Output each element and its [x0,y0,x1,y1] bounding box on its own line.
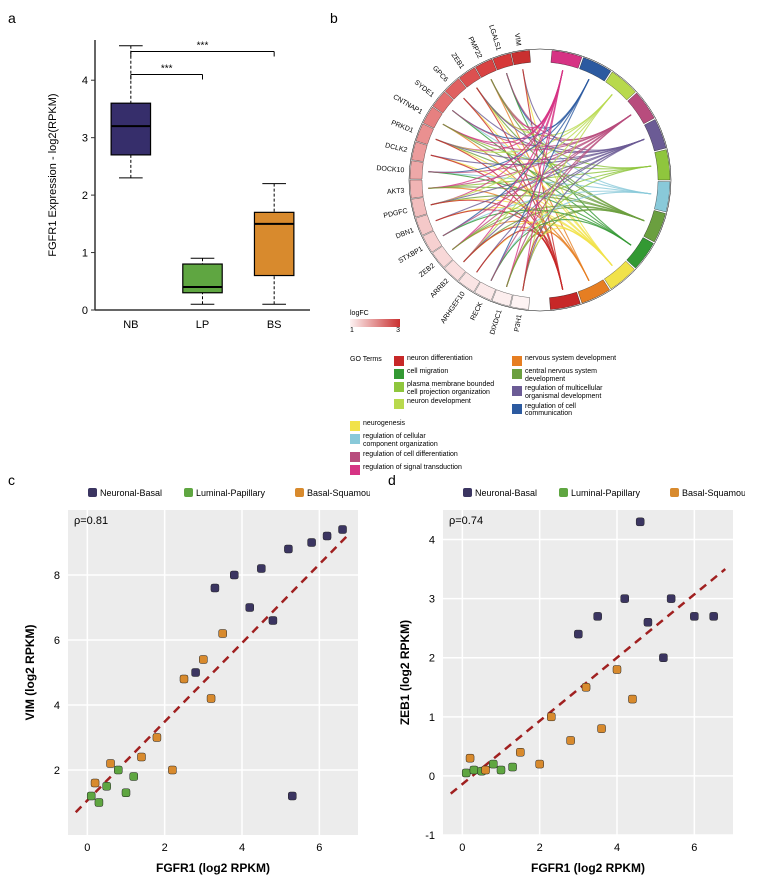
svg-text:NB: NB [123,319,138,331]
svg-text:BS: BS [267,319,282,331]
go-legend-item: plasma membrane bounded cell projection … [394,381,506,396]
go-legend-item: regulation of cellular component organiz… [350,433,462,448]
go-legend-item: regulation of multicellular organismal d… [512,385,624,400]
go-legend-item: regulation of cell communication [512,403,624,418]
svg-text:4: 4 [614,842,620,854]
svg-text:DOCK10: DOCK10 [376,165,405,174]
svg-text:3: 3 [429,594,435,606]
svg-text:LP: LP [196,319,209,331]
svg-text:FGFR1 Expression - log2(RPKM): FGFR1 Expression - log2(RPKM) [47,93,59,256]
chord-panel: VIM LGALS1 PMP22ZEB1GPC6SYDE1CNTNAP1 PRKD1 D… [340,10,740,450]
svg-text:VIM: VIM [513,33,522,47]
go-legend-item: nervous system development [512,355,624,366]
scatter-d-chart: 0 2 4 6 -1 0 1 2 3 4 FGFR1 (log2 RPKM) ZEB1 (log2 R… [395,480,745,880]
panel-label-b: b [330,10,338,26]
svg-text:***: *** [161,63,173,74]
svg-text:LGALS1: LGALS1 [487,24,502,51]
logfc-min: 1 [350,327,354,334]
svg-text:VIM (log2 RPKM): VIM (log2 RPKM) [23,625,37,721]
svg-text:ZEB1: ZEB1 [449,52,465,70]
svg-text:0: 0 [429,771,435,783]
svg-text:Basal-Squamous: Basal-Squamous [307,488,370,498]
svg-text:ρ=0.81: ρ=0.81 [74,515,108,527]
svg-text:PMP22: PMP22 [466,36,482,60]
svg-text:DBN1: DBN1 [395,227,415,240]
svg-text:CNTNAP1: CNTNAP1 [392,94,424,116]
svg-text:FGFR1 (log2 RPKM): FGFR1 (log2 RPKM) [531,861,645,875]
svg-text:ZEB1 (log2 RPKM): ZEB1 (log2 RPKM) [398,620,412,725]
svg-text:RECK: RECK [470,301,485,322]
chord-diagram: VIM LGALS1 PMP22ZEB1GPC6SYDE1CNTNAP1 PRKD1 D… [340,10,740,350]
svg-text:Neuronal-Basal: Neuronal-Basal [475,488,537,498]
svg-text:2: 2 [429,653,435,665]
svg-text:Neuronal-Basal: Neuronal-Basal [100,488,162,498]
svg-text:0: 0 [459,842,465,854]
svg-text:FGFR1 (log2 RPKM): FGFR1 (log2 RPKM) [156,861,270,875]
go-legend-item: neurogenesis [350,420,462,431]
svg-text:AKT3: AKT3 [387,188,405,196]
scatter-d-panel: 0 2 4 6 -1 0 1 2 3 4 FGFR1 (log2 RPKM) ZEB1 (log2 R… [395,480,745,880]
scatter-c-chart: 0 2 4 6 2 4 6 8 FGFR1 (log2 RPKM) VIM (log2 RPKM)… [20,480,370,880]
go-legend: GO Terms neuron differentiation cell migr… [350,355,740,477]
svg-text:4: 4 [429,535,435,547]
svg-text:8: 8 [54,570,60,582]
svg-text:ARRB2: ARRB2 [429,278,450,300]
boxplot-panel: 0 1 2 3 4 FGFR1 Expression - log2(RPKM) NB LP BS… [40,20,320,340]
svg-text:SYDE1: SYDE1 [413,79,435,99]
go-legend-item: regulation of cell differentiation [350,451,462,462]
svg-text:ZEB2: ZEB2 [418,263,436,279]
svg-text:2: 2 [162,842,168,854]
svg-text:GPC6: GPC6 [431,65,449,84]
svg-text:P3H1: P3H1 [514,314,524,333]
svg-text:Basal-Squamous: Basal-Squamous [682,488,745,498]
panel-label-a: a [8,10,16,26]
svg-text:Luminal-Papillary: Luminal-Papillary [196,488,266,498]
svg-text:DIXDC1: DIXDC1 [489,309,503,336]
svg-text:0: 0 [82,305,88,317]
go-terms-label: GO Terms [350,356,382,363]
svg-text:PRKD1: PRKD1 [390,120,414,135]
svg-text:DCLK2: DCLK2 [384,142,408,154]
svg-text:***: *** [197,40,209,51]
svg-text:STXBP1: STXBP1 [398,246,425,265]
svg-text:6: 6 [691,842,697,854]
svg-text:2: 2 [537,842,543,854]
go-legend-item: neuron development [394,398,506,409]
panel-label-c: c [8,472,15,488]
svg-text:4: 4 [54,700,60,712]
svg-text:ρ=0.74: ρ=0.74 [449,515,483,527]
boxplot-chart: 0 1 2 3 4 FGFR1 Expression - log2(RPKM) NB LP BS… [40,20,320,340]
go-legend-item: neuron differentiation [394,355,506,366]
svg-text:6: 6 [54,635,60,647]
svg-text:2: 2 [82,190,88,202]
svg-text:-1: -1 [425,830,435,842]
svg-text:Luminal-Papillary: Luminal-Papillary [571,488,641,498]
svg-text:2: 2 [54,765,60,777]
go-legend-item: regulation of signal transduction [350,464,462,475]
svg-text:4: 4 [239,842,245,854]
svg-text:1: 1 [429,712,435,724]
go-legend-item: central nervous system development [512,368,624,383]
svg-text:4: 4 [82,75,88,87]
svg-text:6: 6 [316,842,322,854]
logfc-legend: logFC 1 3 [350,310,400,334]
svg-text:1: 1 [82,248,88,260]
svg-text:0: 0 [84,842,90,854]
go-legend-item: cell migration [394,368,506,379]
scatter-c-panel: 0 2 4 6 2 4 6 8 FGFR1 (log2 RPKM) VIM (log2 RPKM)… [20,480,370,880]
logfc-max: 3 [396,327,400,334]
svg-text:ARHGEF10: ARHGEF10 [440,291,467,325]
logfc-label: logFC [350,310,400,317]
svg-text:3: 3 [82,133,88,145]
svg-text:PDGFC: PDGFC [383,208,408,220]
